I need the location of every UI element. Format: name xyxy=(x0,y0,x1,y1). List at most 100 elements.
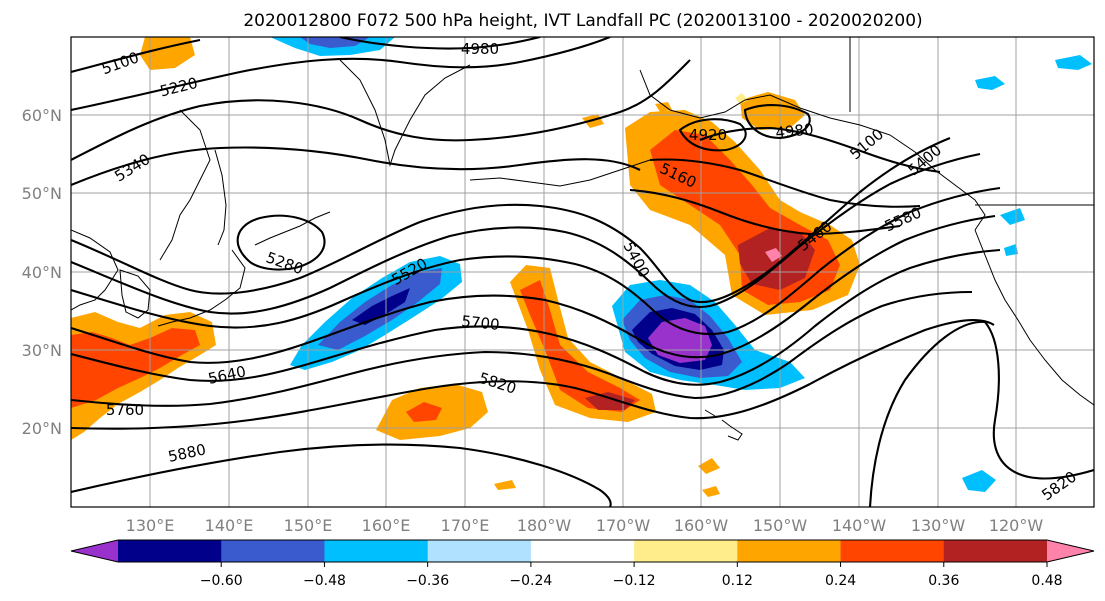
colorbar-segment xyxy=(737,540,842,562)
coast-kamchatka xyxy=(339,59,471,167)
shade-wpac-blue-inner xyxy=(352,288,410,325)
map-frame xyxy=(70,36,1095,508)
colorbar-tick-label: 0.48 xyxy=(1031,573,1062,589)
shade-subtrop-red xyxy=(406,402,442,422)
contour-5100-nw xyxy=(71,38,201,74)
colorbar-extend-high xyxy=(1047,540,1094,562)
colorbar-segment xyxy=(221,540,325,562)
contour-5640 xyxy=(71,214,996,364)
lon-label-160w: 160°W xyxy=(674,516,729,535)
lon-label-140w: 140°W xyxy=(832,516,887,535)
contour-5820-se xyxy=(868,320,1094,507)
colorbar-extend-low xyxy=(71,540,118,562)
colorbar-tick-label: −0.24 xyxy=(509,573,552,589)
shade-hawaii-orange-2 xyxy=(702,486,720,497)
lat-label-60n: 60°N xyxy=(22,106,62,125)
contour-4980 xyxy=(339,37,541,50)
coast-asia xyxy=(71,229,119,311)
contour-4980-goa xyxy=(743,104,811,140)
colorbar-segment xyxy=(530,540,635,562)
colorbar-tick-label: −0.60 xyxy=(200,573,243,589)
lon-label-170e: 170°E xyxy=(441,516,490,535)
colorbar-tick-label: −0.12 xyxy=(613,573,656,589)
lat-label-20n: 20°N xyxy=(22,419,62,438)
contour-goa-1 xyxy=(699,126,941,174)
contour-mid-2 xyxy=(71,137,951,304)
shade-bc-blue xyxy=(1000,208,1025,225)
colorbar-segment xyxy=(324,540,429,562)
shade-goa-pink xyxy=(765,248,782,262)
contour-goa-3 xyxy=(629,188,901,236)
contour-5760 xyxy=(71,290,973,407)
contour-5340-loop xyxy=(71,59,691,161)
lon-label-160e: 160°E xyxy=(362,516,411,535)
colorbar-segment xyxy=(427,540,532,562)
contour-5580 xyxy=(71,186,1001,336)
coast-korea xyxy=(119,269,151,319)
coast-aleutians xyxy=(469,159,651,187)
lon-label-180w: 180°W xyxy=(517,516,572,535)
colorbar-segment xyxy=(840,540,945,562)
shade-ne-blue xyxy=(1055,55,1092,70)
contour-5820 xyxy=(71,319,995,430)
coast-siberia xyxy=(159,109,211,261)
colorbar-tick-label: −0.36 xyxy=(406,573,449,589)
contour-label-4980-n: 4980 xyxy=(461,40,499,58)
coast-uswest xyxy=(974,229,1094,406)
lat-label-50n: 50°N xyxy=(22,184,62,203)
colorbar-ticks: −0.60 −0.48 −0.36 −0.24 −0.12 0.12 0.24 0.36 0.4… xyxy=(200,562,1063,589)
lon-label-150w: 150°W xyxy=(753,516,808,535)
ivt-shading xyxy=(71,37,1092,497)
contour-label-4980-goa: 4980 xyxy=(775,120,815,142)
colorbar-outline xyxy=(70,539,1095,563)
contour-label-5760: 5760 xyxy=(106,401,144,419)
lon-label-150e: 150°E xyxy=(284,516,333,535)
coast-alaska xyxy=(639,69,891,136)
lat-label-40n: 40°N xyxy=(22,263,62,282)
shade-se-blue xyxy=(962,470,996,492)
shade-japan-inner xyxy=(71,328,200,408)
lon-label-130w: 130°W xyxy=(911,516,966,535)
shade-canada-blue xyxy=(975,76,1005,90)
contour-label-5700: 5700 xyxy=(461,312,501,334)
contour-label-4920: 4920 xyxy=(689,126,727,144)
shade-ca-blue xyxy=(1004,244,1018,256)
figure-title: 2020012800 F072 500 hPa height, IVT Land… xyxy=(243,11,922,31)
contour-5280-loop xyxy=(236,214,326,271)
colorbar-segment xyxy=(634,540,738,562)
height-contours xyxy=(71,37,1094,507)
colorbar-tick-label: −0.48 xyxy=(303,573,346,589)
contour-4920-loop xyxy=(678,118,747,152)
shade-hawaii-orange-1 xyxy=(698,458,720,474)
shade-small-orange-aleut xyxy=(655,102,672,112)
map-panel: 5100 4980 5220 5340 5280 5520 5700 5640 … xyxy=(22,36,1095,535)
coast-japan xyxy=(157,249,246,327)
contour-mid-1 xyxy=(71,146,641,186)
shade-alaska-orange xyxy=(740,92,805,130)
contour-5520 xyxy=(71,152,981,315)
lon-label-130e: 130°E xyxy=(126,516,175,535)
coast-kurils xyxy=(254,211,331,246)
coast-hawaii xyxy=(704,409,743,441)
gridlines xyxy=(71,37,1094,507)
lon-label-170w: 170°W xyxy=(596,516,651,535)
coastlines xyxy=(71,37,1094,441)
lon-label-140e: 140°E xyxy=(205,516,254,535)
longitude-labels: 130°E 140°E 150°E 160°E 170°E 180°W 170°… xyxy=(126,516,1044,535)
colorbar-tick-label: 0.36 xyxy=(928,573,959,589)
colorbar-segment xyxy=(943,540,1048,562)
shade-small-orange-w xyxy=(494,480,516,490)
contour-5880 xyxy=(71,443,612,507)
colorbar-segment xyxy=(118,540,222,562)
contour-5220 xyxy=(71,37,611,112)
lat-label-30n: 30°N xyxy=(22,341,62,360)
coast-sakhalin xyxy=(214,149,227,246)
shade-north-orange xyxy=(140,37,195,70)
contour-5700 xyxy=(71,248,1001,386)
colorbar-segments xyxy=(71,540,1094,562)
colorbar: −0.60 −0.48 −0.36 −0.24 −0.12 0.12 0.24 0.36 0.4… xyxy=(70,539,1095,589)
coast-bc xyxy=(889,134,986,231)
shade-cpac-red xyxy=(520,280,640,412)
colorbar-tick-label: 0.12 xyxy=(722,573,753,589)
